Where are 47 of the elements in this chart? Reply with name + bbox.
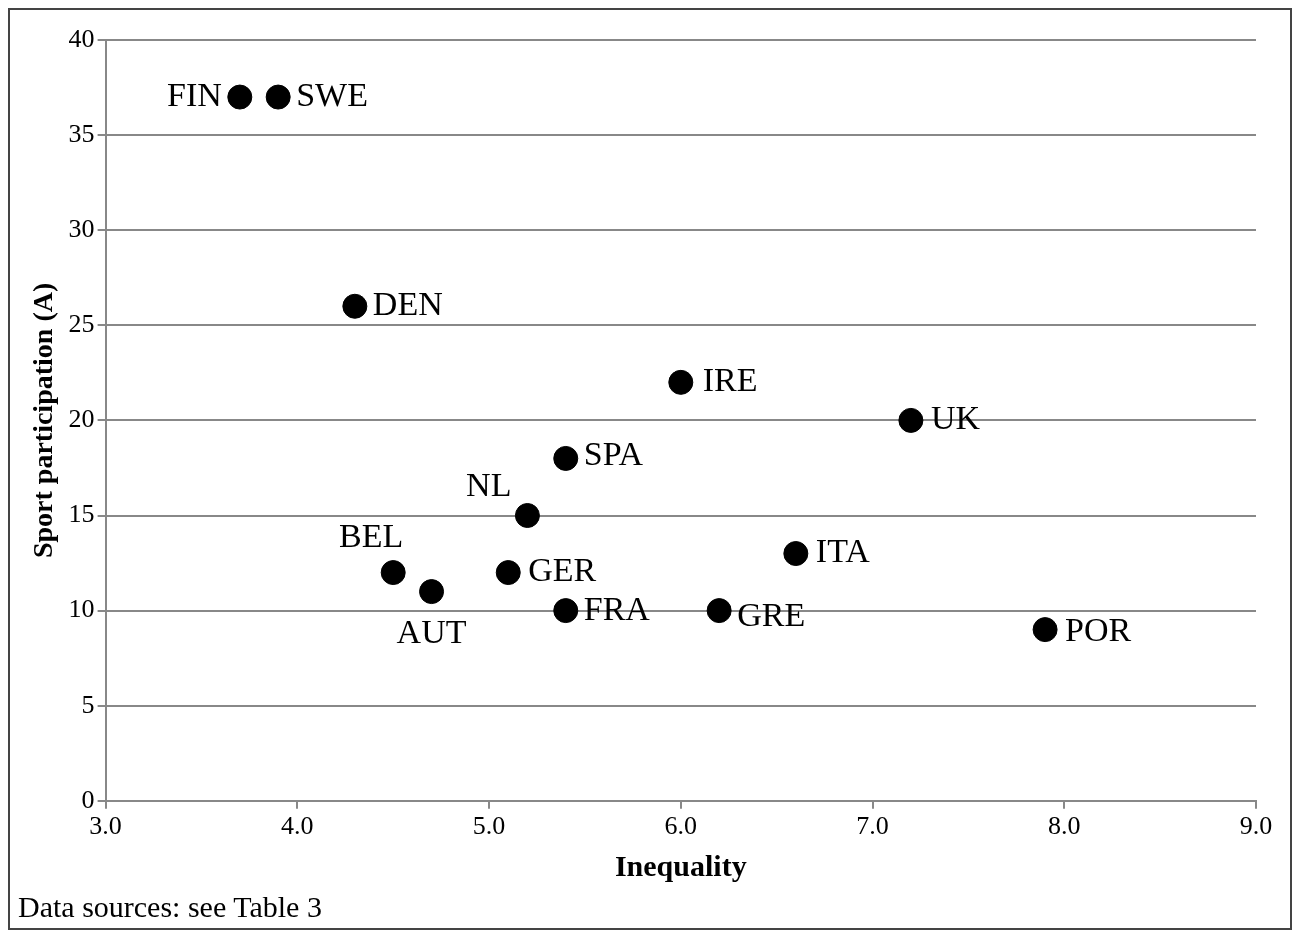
point bbox=[898, 407, 924, 433]
point bbox=[495, 560, 521, 586]
annotation: FRA bbox=[583, 589, 651, 627]
point bbox=[342, 293, 368, 319]
x-tick-label: 6.0 bbox=[664, 811, 698, 841]
annotation: UK bbox=[930, 399, 981, 437]
y-tick-label: 35 bbox=[68, 118, 95, 148]
annotation: DEN bbox=[372, 285, 443, 323]
annotation: IRE bbox=[702, 361, 758, 399]
point bbox=[553, 445, 579, 471]
y-tick-label: 5 bbox=[81, 689, 95, 719]
annotation: GER bbox=[528, 551, 597, 589]
y-tick-label: 25 bbox=[68, 309, 95, 339]
annotation: SWE bbox=[296, 75, 368, 113]
annotation: GRE bbox=[737, 595, 806, 633]
annotation: POR bbox=[1065, 610, 1132, 648]
annotation: SPA bbox=[583, 435, 644, 473]
x-tick-label: 3.0 bbox=[89, 811, 122, 841]
x-tick-label: 4.0 bbox=[281, 811, 314, 841]
point bbox=[1032, 617, 1058, 643]
annotation: BEL bbox=[338, 517, 404, 555]
annotation: NL bbox=[466, 466, 512, 504]
point bbox=[419, 579, 445, 605]
point bbox=[265, 84, 291, 110]
annotation: AUT bbox=[396, 612, 467, 650]
point bbox=[514, 503, 540, 528]
point bbox=[783, 541, 809, 567]
point bbox=[380, 560, 406, 586]
text: Data sources: see Table 3 bbox=[17, 890, 323, 925]
x-axis-title: Inequality bbox=[614, 848, 747, 882]
y-tick-label: 15 bbox=[68, 499, 95, 529]
y-tick-label: 20 bbox=[68, 404, 95, 434]
y-tick-label: 40 bbox=[68, 23, 95, 53]
x-tick-label: 7.0 bbox=[856, 811, 889, 841]
x-tick-label: 5.0 bbox=[472, 811, 506, 841]
annotation: ITA bbox=[815, 532, 871, 570]
x-tick-label: 9.0 bbox=[1239, 811, 1273, 841]
y-tick-label: 10 bbox=[68, 594, 95, 624]
annotation: FIN bbox=[167, 75, 222, 113]
y-axis-title: Sport participation (A) bbox=[27, 282, 59, 559]
y-tick-label: 30 bbox=[68, 214, 95, 244]
y-tick-label: 0 bbox=[81, 784, 95, 814]
x-tick-label: 8.0 bbox=[1048, 811, 1081, 841]
point bbox=[706, 598, 732, 624]
point bbox=[227, 84, 253, 110]
point bbox=[668, 369, 694, 395]
point bbox=[553, 598, 579, 624]
